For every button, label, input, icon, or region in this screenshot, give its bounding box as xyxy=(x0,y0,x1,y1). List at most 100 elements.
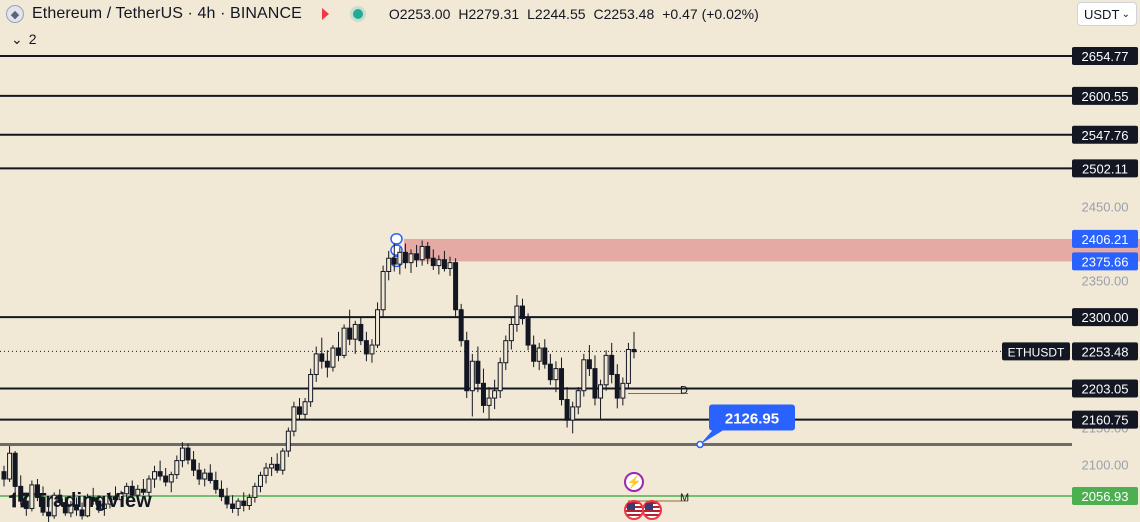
candle-body xyxy=(453,262,459,311)
candle-body xyxy=(207,472,213,481)
candle-body xyxy=(40,496,46,513)
callout-text: 2126.95 xyxy=(725,410,779,427)
callout-anchor[interactable] xyxy=(696,440,704,449)
level-price-label: 2547.76 xyxy=(1082,128,1129,143)
candle-body xyxy=(196,469,202,480)
level-price-label: 2300.00 xyxy=(1082,310,1129,325)
candle-body xyxy=(369,344,375,355)
candle-body xyxy=(135,488,141,496)
chevron-down-icon: ⌄ xyxy=(11,30,23,47)
candle-body xyxy=(308,374,314,403)
candle-body xyxy=(191,459,197,471)
candle-body xyxy=(62,502,68,514)
candle-body xyxy=(598,384,604,399)
candle-body xyxy=(586,359,592,370)
level-price-label-bg xyxy=(1072,487,1138,505)
candle-body xyxy=(68,504,74,514)
candle-body xyxy=(246,496,252,507)
candle-body xyxy=(129,485,135,496)
us-flag-event-icon[interactable] xyxy=(642,500,662,520)
candle-body xyxy=(302,401,308,415)
candle-body xyxy=(224,496,230,505)
candle-body xyxy=(46,511,52,517)
symbol-title[interactable]: Ethereum / TetherUS · 4h · BINANCE xyxy=(32,5,302,22)
watermark-text: TradingView xyxy=(34,490,152,512)
level-price-label-bg xyxy=(1072,410,1138,429)
us-flag-event-icon[interactable] xyxy=(624,500,644,520)
candle-body xyxy=(430,257,436,267)
candle-body xyxy=(163,475,169,483)
candle-body xyxy=(285,430,291,452)
candle-body xyxy=(575,390,581,408)
candle-body xyxy=(581,359,587,392)
candle-body xyxy=(386,257,392,272)
candle-body xyxy=(603,354,609,386)
ethereum-logo-icon: ◆ xyxy=(6,5,24,23)
candle-body xyxy=(174,460,180,476)
price-axis-tick: 2450.00 xyxy=(1082,200,1129,215)
flag-icon[interactable] xyxy=(321,8,329,20)
currency-select[interactable]: USDT ⌄ xyxy=(1077,2,1137,26)
candle-body xyxy=(263,467,269,476)
candle-body xyxy=(531,344,537,362)
close-label: C xyxy=(593,6,604,22)
price-axis-tick: 2350.00 xyxy=(1082,273,1129,288)
candle-body xyxy=(90,496,96,502)
tradingview-logo-icon: 𝟏𝟕 xyxy=(8,490,29,512)
candle-body xyxy=(73,504,79,511)
candle-body xyxy=(107,496,113,505)
indicators-collapse-button[interactable]: ⌄ 2 xyxy=(6,30,42,48)
level-price-label: 2203.05 xyxy=(1082,381,1129,396)
tradingview-watermark[interactable]: 𝟏𝟕 TradingView xyxy=(8,490,152,513)
candle-body xyxy=(363,340,369,355)
candle-body xyxy=(336,347,342,356)
callout-box[interactable] xyxy=(709,404,795,431)
zone-top-price-label: 2406.21 xyxy=(1082,232,1129,247)
candle-body xyxy=(324,360,330,368)
candle-body xyxy=(291,406,297,432)
change-value: +0.47 (+0.02%) xyxy=(662,6,759,22)
zone-bottom-price-label: 2375.66 xyxy=(1082,254,1129,269)
candle-body xyxy=(280,450,286,471)
level-price-label: 2502.11 xyxy=(1082,161,1128,176)
candle-body xyxy=(469,360,475,392)
candle-body xyxy=(480,382,486,406)
candle-body xyxy=(475,360,481,384)
candle-body xyxy=(553,368,559,381)
candle-body xyxy=(29,484,35,509)
flash-event-icon[interactable]: ⚡ xyxy=(624,472,644,492)
candle-body xyxy=(179,447,185,462)
zone-handle[interactable] xyxy=(390,233,403,245)
symbol-tag: ETHUSDT xyxy=(1008,345,1065,359)
candle-body xyxy=(402,251,408,264)
candle-body xyxy=(492,390,498,399)
candle-body xyxy=(57,494,63,504)
indicator-count: 2 xyxy=(28,31,37,47)
candle-body xyxy=(525,318,531,346)
candle-body xyxy=(330,347,336,368)
candle-body xyxy=(213,479,219,490)
level-price-label-bg xyxy=(1072,308,1138,327)
candle-body xyxy=(18,485,24,502)
level-price-label-bg xyxy=(1072,379,1138,398)
candle-body xyxy=(51,494,57,517)
zone-bottom-price-label-bg xyxy=(1072,252,1138,271)
marker-label: D xyxy=(680,384,688,396)
candle-body xyxy=(486,397,492,406)
candle-body xyxy=(12,452,18,487)
level-price-label-bg xyxy=(1072,125,1138,144)
candle-body xyxy=(570,406,576,421)
zone-top-price-label-bg xyxy=(1072,229,1138,248)
marker-label: M xyxy=(680,492,689,504)
candle-body xyxy=(241,500,247,507)
candle-body xyxy=(185,447,191,461)
ohlc-values: O2253.00 H2279.31 L2244.55 C2253.48 +0.4… xyxy=(389,6,759,22)
level-price-label: 2654.77 xyxy=(1082,49,1129,64)
candle-body xyxy=(564,399,570,421)
candle-body xyxy=(7,452,13,480)
currency-label: USDT xyxy=(1084,6,1120,22)
candle-body xyxy=(124,485,130,495)
supply-zone[interactable] xyxy=(404,238,1140,262)
